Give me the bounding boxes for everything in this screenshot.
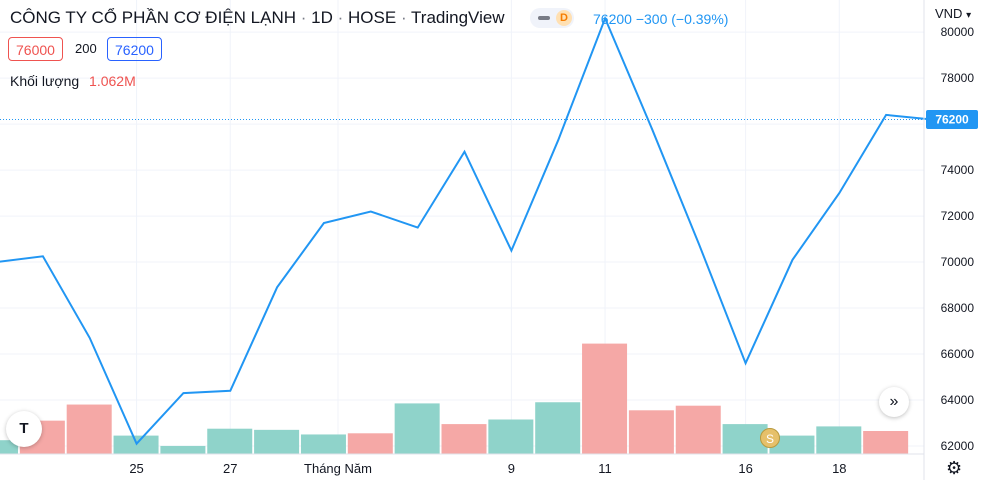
interval: 1D [311,8,333,27]
minus-icon [538,16,550,20]
y-tick-label: 64000 [941,393,975,407]
ask-price-button[interactable]: 76200 [107,37,162,61]
volume-legend[interactable]: Khối lượng 1.062M [10,73,136,89]
y-tick-label: 80000 [941,25,975,39]
x-tick-label: 11 [598,461,612,476]
time-axis: 25 27 Tháng Năm 9 11 16 18 [129,461,846,476]
volume-bar [488,419,534,454]
currency-label: VND [935,6,963,21]
source: TradingView [411,8,505,27]
volume-bar [160,445,206,454]
last-price-readout: 76200 −300 (−0.39%) [593,11,728,27]
currency-selector[interactable]: VND ▾ [935,6,971,21]
volume-label: Khối lượng [10,73,80,89]
last-price-tag: 76200 [926,110,978,130]
price-change: −300 (−0.39%) [635,11,729,27]
tradingview-logo-icon[interactable]: T [6,411,42,447]
x-tick-label: 27 [223,461,237,476]
price-axis: 8000078000760007400072000700006800066000… [941,25,975,453]
price-line [0,15,932,446]
volume-bar [816,426,862,454]
volume-bar [394,403,440,454]
exchange: HOSE [348,8,397,27]
volume-bars [0,343,909,454]
volume-bar [347,433,393,454]
volume-bar [254,429,300,454]
market-status-pill[interactable]: D [530,8,574,28]
volume-bar [535,402,581,454]
volume-bar [675,405,721,454]
x-tick-label: 9 [508,461,515,476]
y-tick-label: 70000 [941,255,975,269]
y-tick-label: 68000 [941,301,975,315]
scroll-to-realtime-button[interactable]: » [879,387,909,417]
delayed-badge: D [556,10,572,26]
y-tick-label: 66000 [941,347,975,361]
volume-bar [582,343,628,454]
last-price: 76200 [593,11,632,27]
volume-bar [769,435,815,454]
x-tick-label: 18 [832,461,846,476]
symbol-title[interactable]: CÔNG TY CỔ PHẦN CƠ ĐIỆN LẠNH · 1D · HOSE… [10,8,505,27]
volume-bar [207,428,253,454]
last-price-label: 76200 [935,113,969,127]
spread-size: 200 [75,41,97,56]
y-tick-label: 72000 [941,209,975,223]
coin-icon[interactable]: S [760,428,780,448]
gear-icon[interactable]: ⚙ [946,458,963,478]
volume-bar [628,410,674,454]
x-tick-label: 16 [738,461,752,476]
y-tick-label: 74000 [941,163,975,177]
bid-price-button[interactable]: 76000 [8,37,63,61]
x-tick-label: Tháng Năm [304,461,372,476]
volume-bar [441,424,487,454]
chart-grid [0,0,924,454]
volume-value: 1.062M [89,73,136,89]
chevron-down-icon: ▾ [966,10,972,21]
volume-bar [300,434,346,454]
y-tick-label: 78000 [941,71,975,85]
company-name: CÔNG TY CỔ PHẦN CƠ ĐIỆN LẠNH [10,8,296,27]
volume-bar [66,404,112,454]
volume-bar [863,431,909,454]
y-tick-label: 62000 [941,439,975,453]
x-tick-label: 25 [129,461,143,476]
